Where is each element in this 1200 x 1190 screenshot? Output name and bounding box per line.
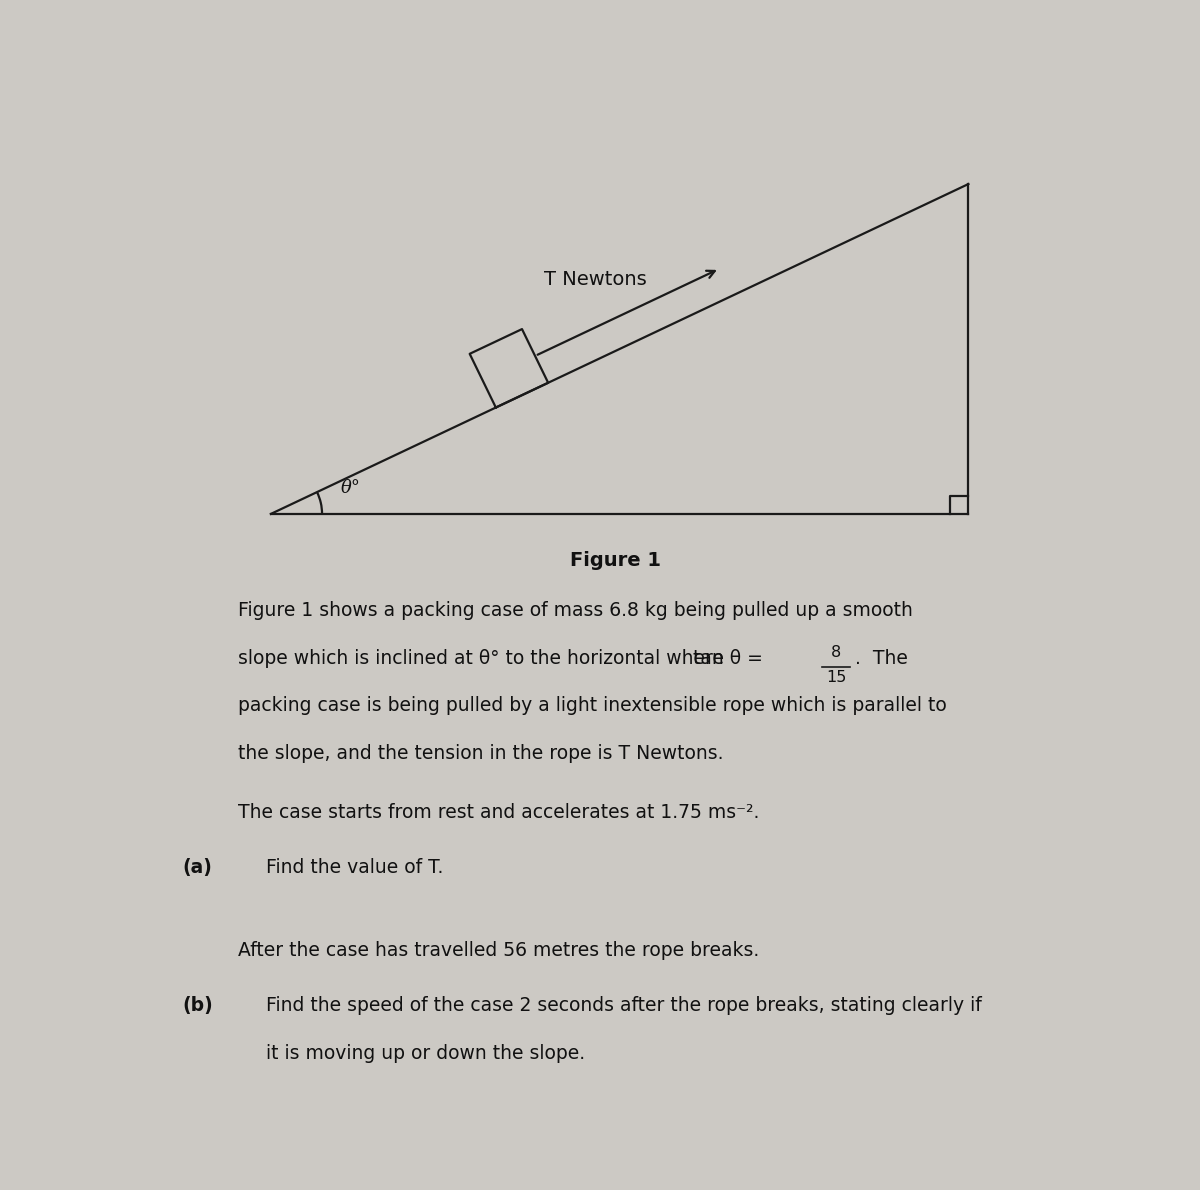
Text: it is moving up or down the slope.: it is moving up or down the slope. <box>266 1044 586 1063</box>
Text: θ°: θ° <box>341 480 360 497</box>
Text: After the case has travelled 56 metres the rope breaks.: After the case has travelled 56 metres t… <box>239 941 760 960</box>
Text: tan θ =: tan θ = <box>694 649 763 668</box>
Text: (b): (b) <box>182 996 214 1015</box>
Text: packing case is being pulled by a light inextensible rope which is parallel to: packing case is being pulled by a light … <box>239 696 947 715</box>
Text: The case starts from rest and accelerates at 1.75 ms⁻².: The case starts from rest and accelerate… <box>239 803 760 822</box>
Text: T Newtons: T Newtons <box>544 270 647 289</box>
Text: Figure 1: Figure 1 <box>570 551 660 570</box>
Text: (a): (a) <box>182 858 212 877</box>
Text: the slope, and the tension in the rope is T Newtons.: the slope, and the tension in the rope i… <box>239 744 724 763</box>
Text: Find the value of T.: Find the value of T. <box>266 858 444 877</box>
Text: slope which is inclined at θ° to the horizontal where: slope which is inclined at θ° to the hor… <box>239 649 725 668</box>
Text: 15: 15 <box>826 670 846 684</box>
Text: Find the speed of the case 2 seconds after the rope breaks, stating clearly if: Find the speed of the case 2 seconds aft… <box>266 996 982 1015</box>
Text: Figure 1 shows a packing case of mass 6.8 kg being pulled up a smooth: Figure 1 shows a packing case of mass 6.… <box>239 601 913 620</box>
Text: .  The: . The <box>854 649 908 668</box>
Text: 8: 8 <box>832 645 841 660</box>
